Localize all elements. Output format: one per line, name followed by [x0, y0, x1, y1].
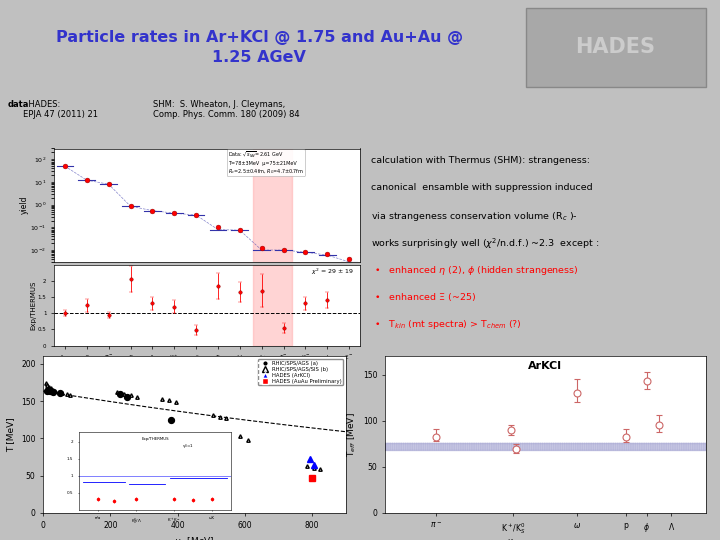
Bar — [253, 148, 292, 262]
Point — [44, 387, 55, 395]
Text: works surprisingly well ($\chi^2$/n.d.f.) ~2.3  except :: works surprisingly well ($\chi^2$/n.d.f.… — [371, 237, 599, 251]
Text: HADES: HADES — [575, 37, 656, 57]
Legend: RHIC/SPS/AGS (a), RHIC/SPS/AGS/SIS (b), HADES (ArKCl), HADES (AuAu Preliminary): RHIC/SPS/AGS (a), RHIC/SPS/AGS/SIS (b), … — [258, 359, 343, 386]
Text: $\chi^2$ = 29 ± 19: $\chi^2$ = 29 ± 19 — [311, 267, 354, 278]
Text: data: data — [7, 100, 29, 109]
Text: calculation with Thermus (SHM): strangeness:: calculation with Thermus (SHM): strangen… — [371, 156, 590, 165]
Text: •   enhanced $\eta$ (2), $\phi$ (hidden strangeness): • enhanced $\eta$ (2), $\phi$ (hidden st… — [374, 264, 579, 276]
Point — [122, 393, 133, 402]
Text: via strangeness conservation volume (R$_c$ )-: via strangeness conservation volume (R$_… — [371, 210, 577, 222]
Y-axis label: yield: yield — [20, 196, 29, 214]
Text: Data: $\sqrt{s_{NN}}$=2.61 GeV
T=78±3MeV  μ=75±21MeV
$R_c$=2.5±0.4fm, $R_G$=4.7±: Data: $\sqrt{s_{NN}}$=2.61 GeV T=78±3MeV… — [228, 151, 305, 176]
Point — [42, 386, 54, 394]
Text: •   enhanced $\Xi$ (~25): • enhanced $\Xi$ (~25) — [374, 291, 477, 302]
Bar — [253, 265, 292, 346]
Y-axis label: Exp/THERMUS: Exp/THERMUS — [30, 280, 36, 330]
Y-axis label: T$_{eff}$ [MeV]: T$_{eff}$ [MeV] — [345, 413, 358, 457]
X-axis label: $\mu_b$ [MeV]: $\mu_b$ [MeV] — [174, 535, 215, 540]
Text: •   T$_{kin}$ (mt spectra) > T$_{chem}$ (?): • T$_{kin}$ (mt spectra) > T$_{chem}$ (?… — [374, 318, 522, 330]
Text: : HADES:
EPJA 47 (2011) 21: : HADES: EPJA 47 (2011) 21 — [23, 100, 98, 119]
Text: SHM:  S. Wheaton, J. Cleymans,
Comp. Phys. Comm. 180 (2009) 84: SHM: S. Wheaton, J. Cleymans, Comp. Phys… — [153, 100, 300, 119]
Point — [114, 390, 126, 399]
FancyBboxPatch shape — [526, 8, 706, 87]
Point — [54, 389, 66, 397]
Y-axis label: T [MeV]: T [MeV] — [6, 417, 16, 452]
Point — [219, 438, 230, 447]
Text: canonical  ensamble with suppression induced: canonical ensamble with suppression indu… — [371, 183, 593, 192]
Point — [165, 415, 176, 424]
Text: Particle rates in Ar+KCl @ 1.75 and Au+Au @
1.25 AGeV: Particle rates in Ar+KCl @ 1.75 and Au+A… — [55, 30, 463, 65]
Bar — [385, 443, 706, 450]
Text: ArKCl: ArKCl — [528, 361, 562, 371]
Point — [48, 388, 59, 396]
Point — [41, 387, 53, 396]
